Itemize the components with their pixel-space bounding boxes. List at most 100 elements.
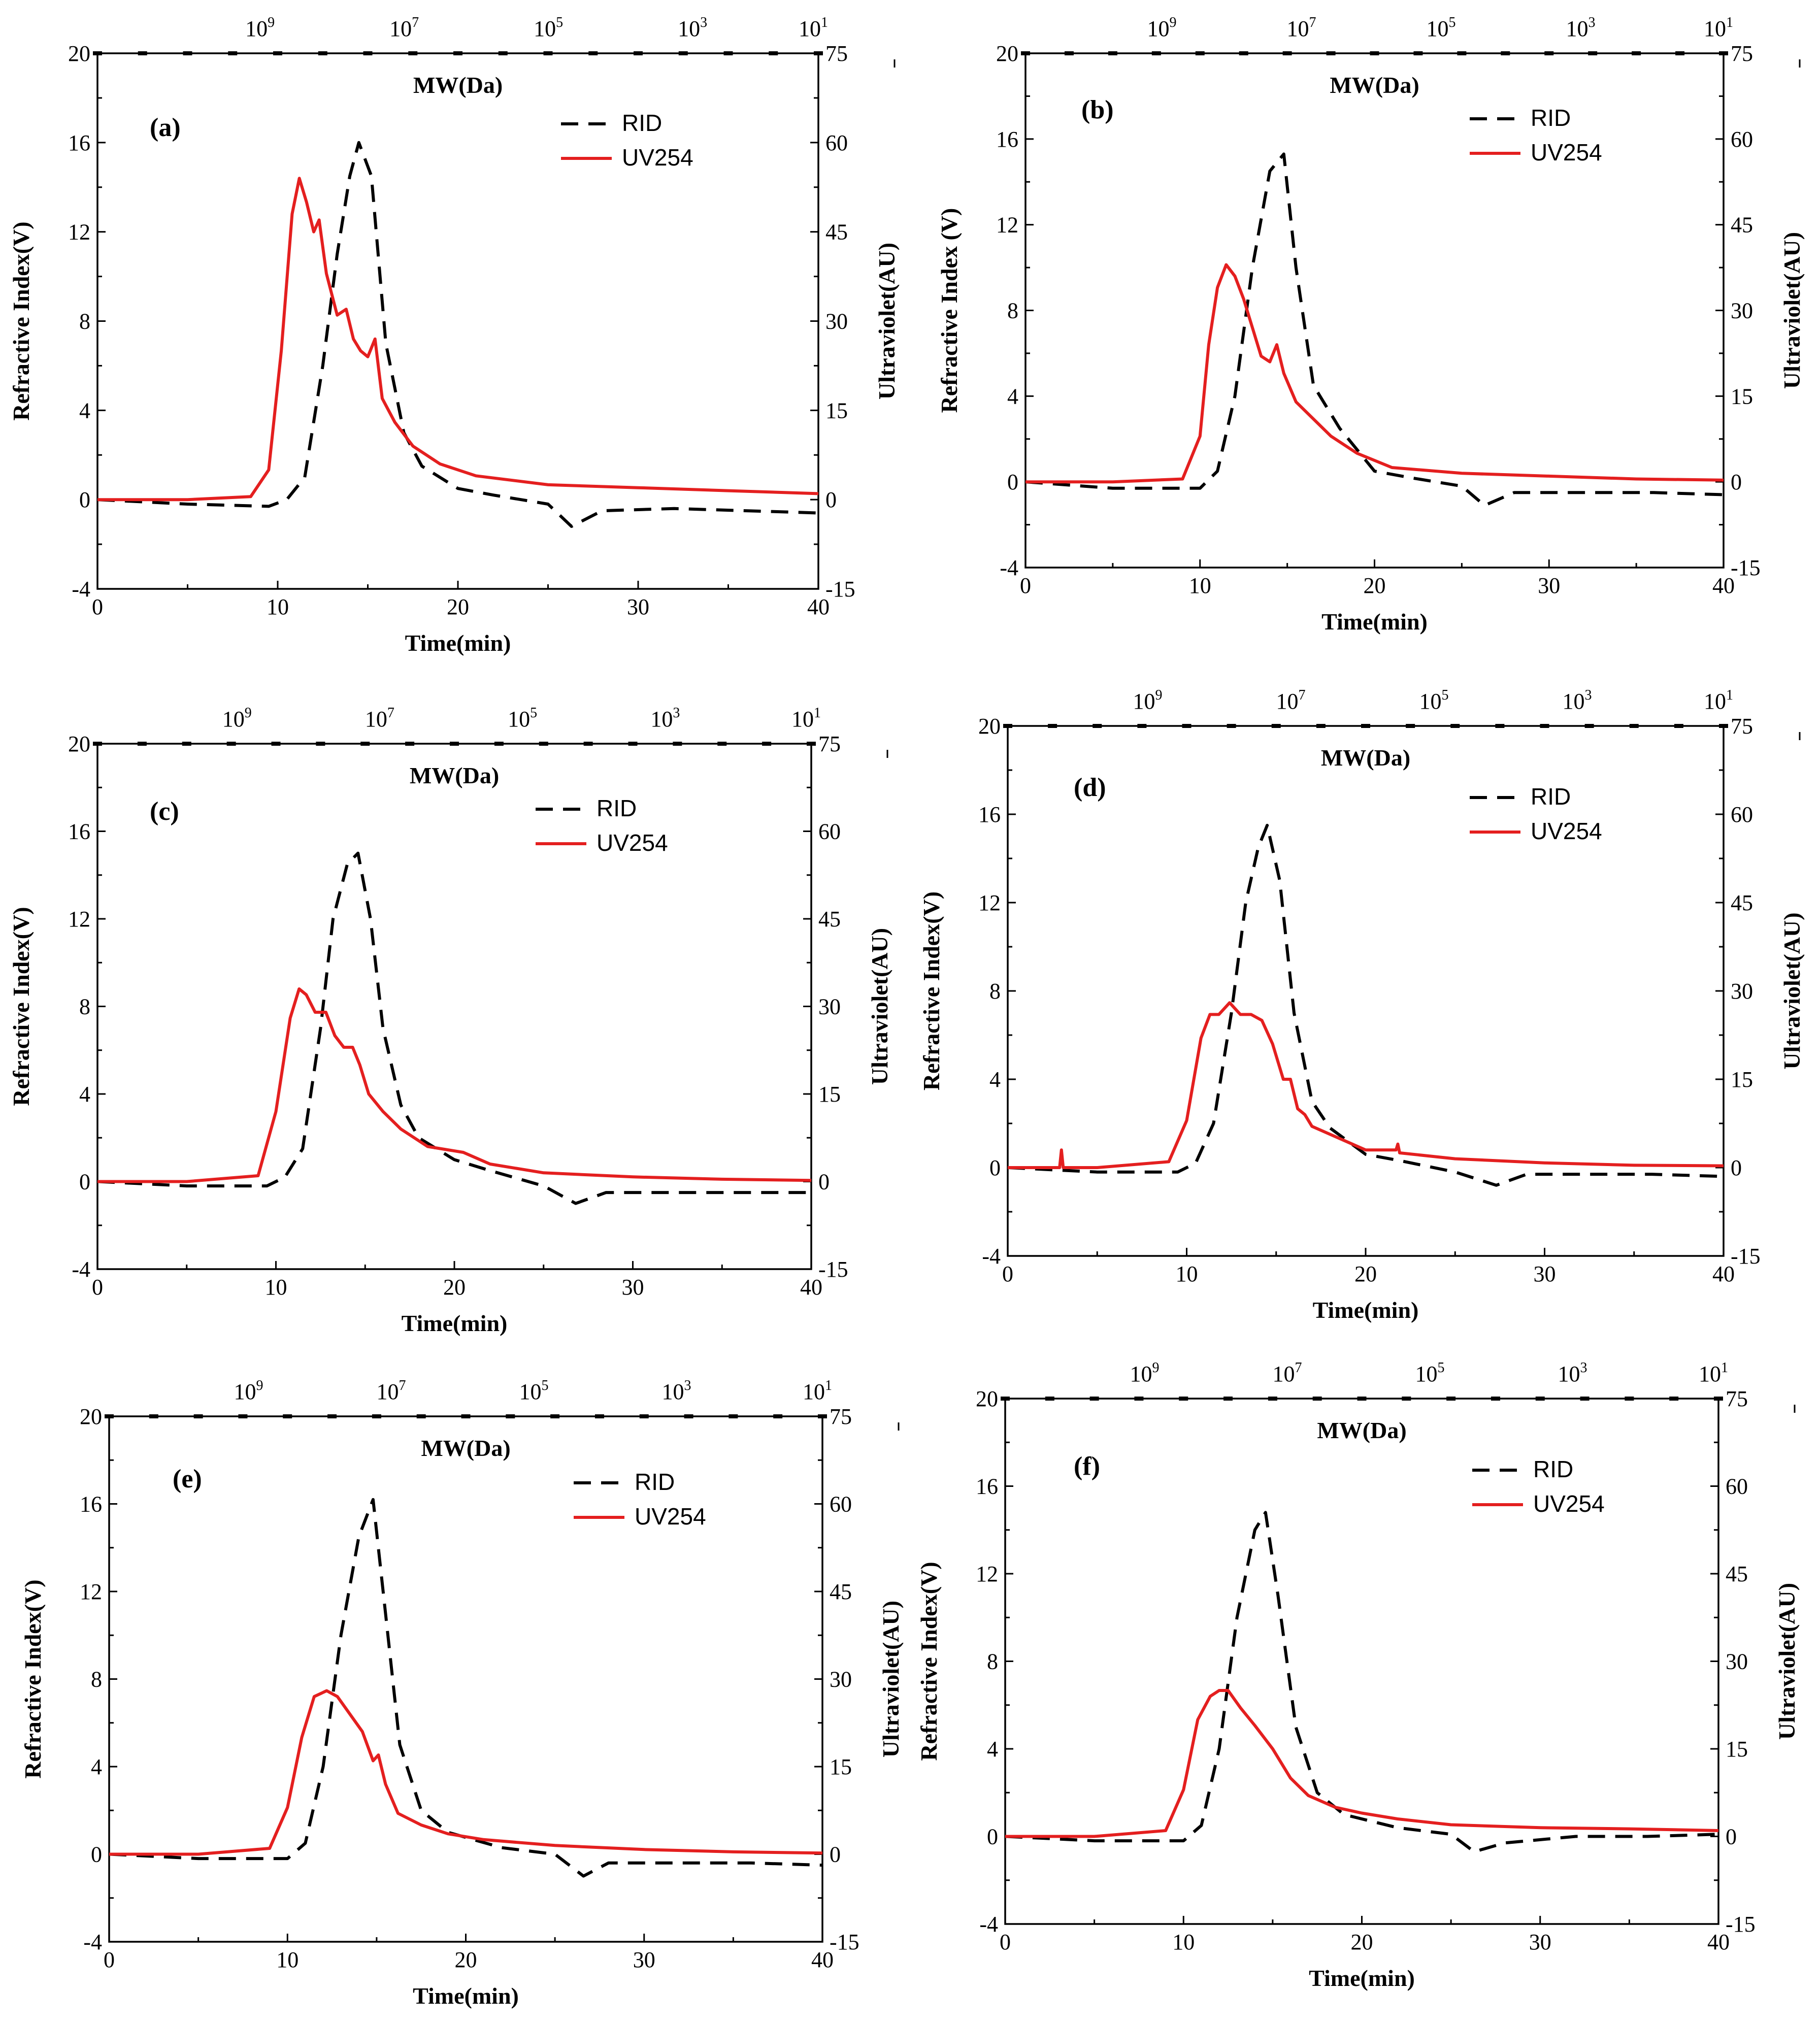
y-right-tick-label: -15 <box>1726 1912 1756 1937</box>
legend-uv254-label: UV254 <box>597 829 668 856</box>
y-left-tick-label: 0 <box>987 1824 998 1849</box>
rid-series-line <box>1005 1511 1719 1853</box>
x-axis-title: Time(min) <box>413 1983 519 2009</box>
top-tick-label: 101 <box>1699 1360 1728 1386</box>
y-right-axis-title: Ultraviolet(AU) <box>878 1601 904 1757</box>
y-left-tick-label: -4 <box>1000 555 1018 580</box>
top-axis-title: MW(Da) <box>1330 72 1419 98</box>
y-left-tick-label: 20 <box>996 41 1018 66</box>
y-left-tick-label: 12 <box>68 220 90 245</box>
x-tick-label: 40 <box>1707 1930 1730 1954</box>
x-tick-label: 0 <box>104 1947 115 1972</box>
top-tick-label: 107 <box>1276 687 1306 714</box>
y-right-tick-label: 45 <box>825 220 848 245</box>
top-axis-title: MW(Da) <box>421 1435 510 1461</box>
panel-label: (d) <box>1074 773 1106 802</box>
y-right-tick-label: 75 <box>1726 1386 1748 1411</box>
legend-uv254-label: UV254 <box>1533 1490 1605 1517</box>
top-tick-label: 103 <box>1566 15 1595 41</box>
top-tick-label: 103 <box>1563 687 1592 714</box>
top-tick-label: 101 <box>803 1378 832 1404</box>
top-tick-label: 103 <box>678 15 707 41</box>
y-right-axis-title: Ultraviolet(AU) <box>867 928 892 1085</box>
top-tick-label: 109 <box>222 705 252 732</box>
y-left-tick-label: 4 <box>91 1754 102 1779</box>
top-tick-label: 109 <box>245 15 275 41</box>
x-tick-label: 40 <box>807 594 830 619</box>
y-left-tick-label: 16 <box>978 802 1001 827</box>
rid-series-line <box>97 141 819 528</box>
y-right-tick-label: 0 <box>1731 1155 1742 1180</box>
y-right-tick-label: 60 <box>1731 127 1753 152</box>
y-right-axis-title: Ultraviolet(AU) <box>1779 232 1805 389</box>
y-right-tick-label: -15 <box>825 577 855 602</box>
legend-uv254-label: UV254 <box>635 1503 706 1530</box>
x-tick-label: 10 <box>276 1947 299 1972</box>
y-left-tick-label: 12 <box>68 907 90 932</box>
y-right-tick-label: 0 <box>1731 470 1742 494</box>
y-left-tick-label: 8 <box>1007 298 1018 323</box>
x-tick-label: 20 <box>447 594 469 619</box>
y-right-tick-label: 30 <box>1726 1649 1748 1674</box>
panel-label: (a) <box>150 113 181 142</box>
y-right-tick-label: 60 <box>818 819 841 844</box>
x-tick-label: 30 <box>627 594 649 619</box>
top-tick-label: 101 <box>791 705 821 732</box>
y-right-tick-label: 75 <box>818 732 841 756</box>
x-tick-label: 0 <box>1002 1262 1013 1286</box>
y-right-tick-label: 30 <box>825 309 848 334</box>
legend-uv254-label: UV254 <box>1531 818 1602 844</box>
x-tick-label: 40 <box>1712 1262 1735 1286</box>
top-tick-label: 105 <box>534 15 563 41</box>
y-left-tick-label: 16 <box>68 819 90 844</box>
y-right-axis-title: Ultraviolet(AU) <box>874 243 900 400</box>
x-tick-label: 10 <box>1189 573 1211 598</box>
x-tick-label: 30 <box>622 1275 644 1300</box>
y-right-tick-label: -15 <box>1731 555 1761 580</box>
y-right-tick-label: -15 <box>1731 1244 1761 1269</box>
x-tick-label: 30 <box>1534 1262 1556 1286</box>
y-right-tick-label: 60 <box>1726 1474 1748 1499</box>
panel-label: (b) <box>1081 95 1114 124</box>
y-left-tick-label: 8 <box>79 309 90 334</box>
top-tick-label: 107 <box>1286 15 1316 41</box>
y-right-tick-label: 15 <box>1731 1067 1753 1092</box>
x-axis-title: Time(min) <box>1321 609 1428 635</box>
x-tick-label: 10 <box>267 594 289 619</box>
x-axis-title: Time(min) <box>1313 1297 1419 1323</box>
top-tick-label: 101 <box>799 15 828 41</box>
top-tick-label: 103 <box>650 705 680 732</box>
y-left-tick-label: 4 <box>79 1082 90 1107</box>
y-left-tick-label: 20 <box>68 41 90 66</box>
y-right-tick-label: 30 <box>1731 979 1753 1004</box>
y-right-tick-label: 0 <box>825 487 837 512</box>
x-tick-label: 20 <box>455 1947 477 1972</box>
y-right-axis-title: Ultraviolet(AU) <box>1774 1583 1800 1740</box>
y-right-axis-title: Ultraviolet(AU) <box>1779 912 1805 1069</box>
y-right-tick-label: 75 <box>1731 714 1753 739</box>
x-tick-label: 10 <box>265 1275 287 1300</box>
x-tick-label: 0 <box>1020 573 1031 598</box>
x-tick-label: 0 <box>92 1275 103 1300</box>
rid-series-line <box>109 1498 823 1878</box>
y-right-tick-label: 15 <box>1731 384 1753 409</box>
y-left-tick-label: 0 <box>989 1155 1001 1180</box>
x-tick-label: 40 <box>1712 573 1735 598</box>
x-tick-label: 10 <box>1172 1930 1195 1954</box>
x-axis-title: Time(min) <box>405 630 511 656</box>
top-tick-label: 105 <box>1419 687 1449 714</box>
y-left-tick-label: -4 <box>72 577 90 602</box>
x-tick-label: 0 <box>92 594 103 619</box>
y-left-tick-label: 12 <box>80 1579 102 1604</box>
rid-series-line <box>1025 152 1724 507</box>
y-right-tick-label: 45 <box>818 907 841 932</box>
y-right-tick-label: 0 <box>1726 1824 1737 1849</box>
y-left-tick-label: 8 <box>987 1649 998 1674</box>
top-tick-label: 107 <box>365 705 394 732</box>
uv254-series-line <box>1005 1689 1719 1838</box>
panel-label: (c) <box>150 797 179 826</box>
